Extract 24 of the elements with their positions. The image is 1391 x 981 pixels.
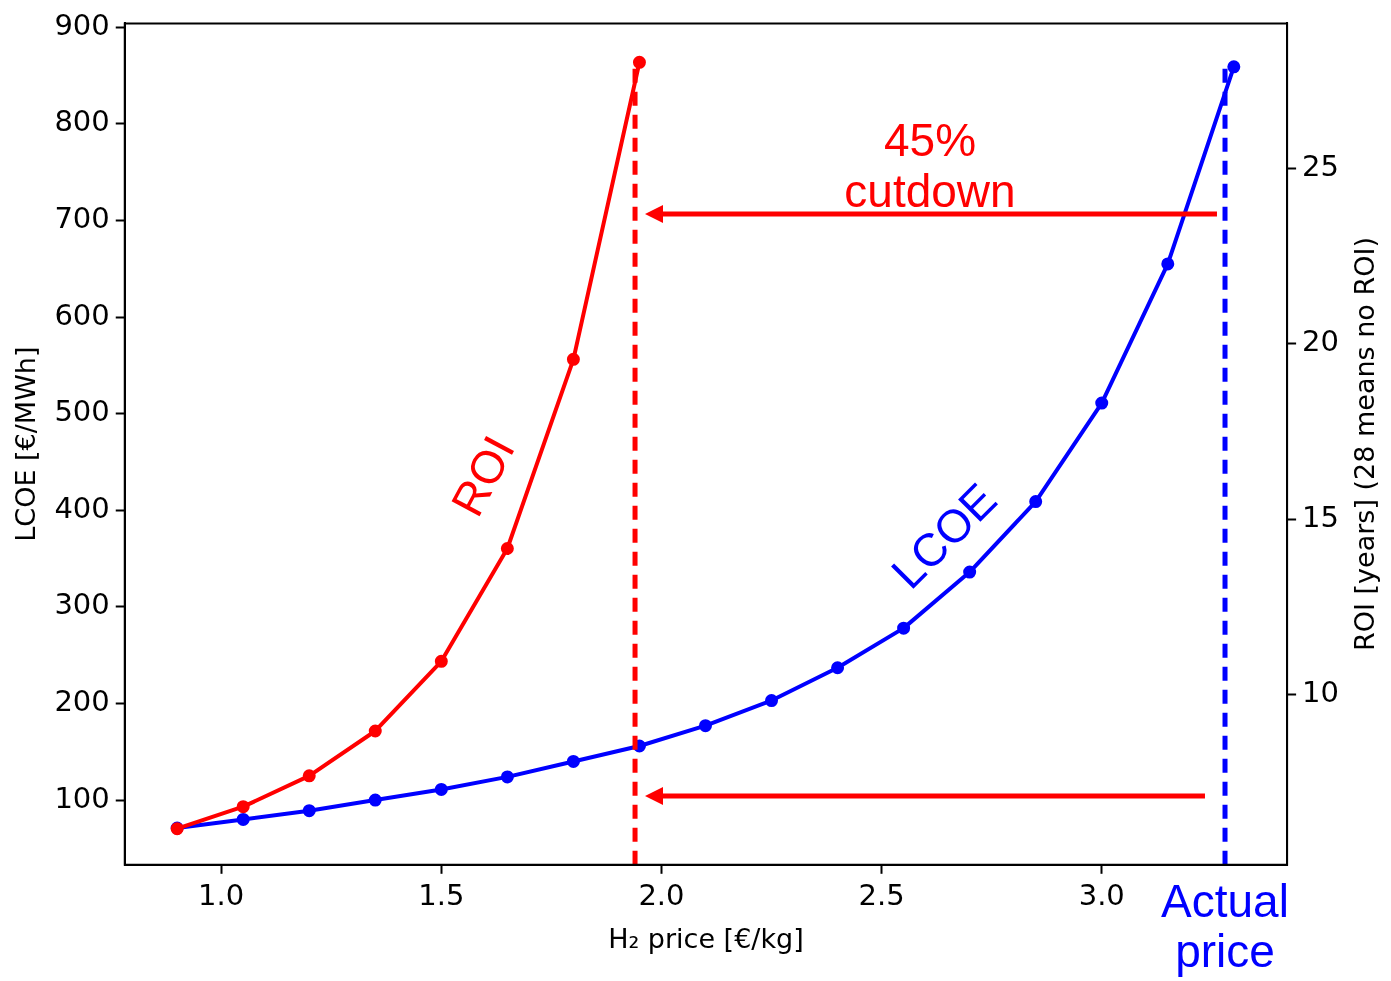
y2-axis-title: ROI [years] (28 means no ROI) [1349, 237, 1381, 652]
y-tick-label: 800 [54, 104, 110, 139]
annotation: ROI [440, 427, 525, 525]
y2-tick-label: 20 [1302, 324, 1339, 359]
x-tick-label: 3.0 [1078, 877, 1125, 912]
y2-tick-label: 25 [1302, 149, 1339, 184]
annotation: 45% cutdown [843, 114, 1017, 218]
y-tick-label: 200 [54, 684, 110, 719]
x-axis-title: H₂ price [€/kg] [608, 922, 804, 954]
y2-tick-label: 15 [1302, 499, 1339, 534]
y2-tick-label: 10 [1302, 674, 1339, 709]
y-tick-label: 700 [54, 201, 110, 235]
y-tick-label: 600 [54, 297, 110, 332]
x-tick-label: 2.5 [858, 877, 905, 912]
y-tick-label: 300 [54, 587, 110, 622]
y-tick-label: 400 [54, 490, 110, 525]
y-tick-label: 100 [54, 780, 110, 815]
text: Actual price [1160, 875, 1290, 978]
y-axis-title: LCOE [€/MWh] [10, 346, 42, 542]
x-tick-label: 2.0 [638, 877, 685, 912]
x-tick-label: 1.5 [418, 877, 465, 912]
y-tick-label: 900 [54, 7, 110, 42]
x-tick-label: 1.0 [198, 877, 245, 912]
y-tick-label: 500 [54, 394, 110, 429]
